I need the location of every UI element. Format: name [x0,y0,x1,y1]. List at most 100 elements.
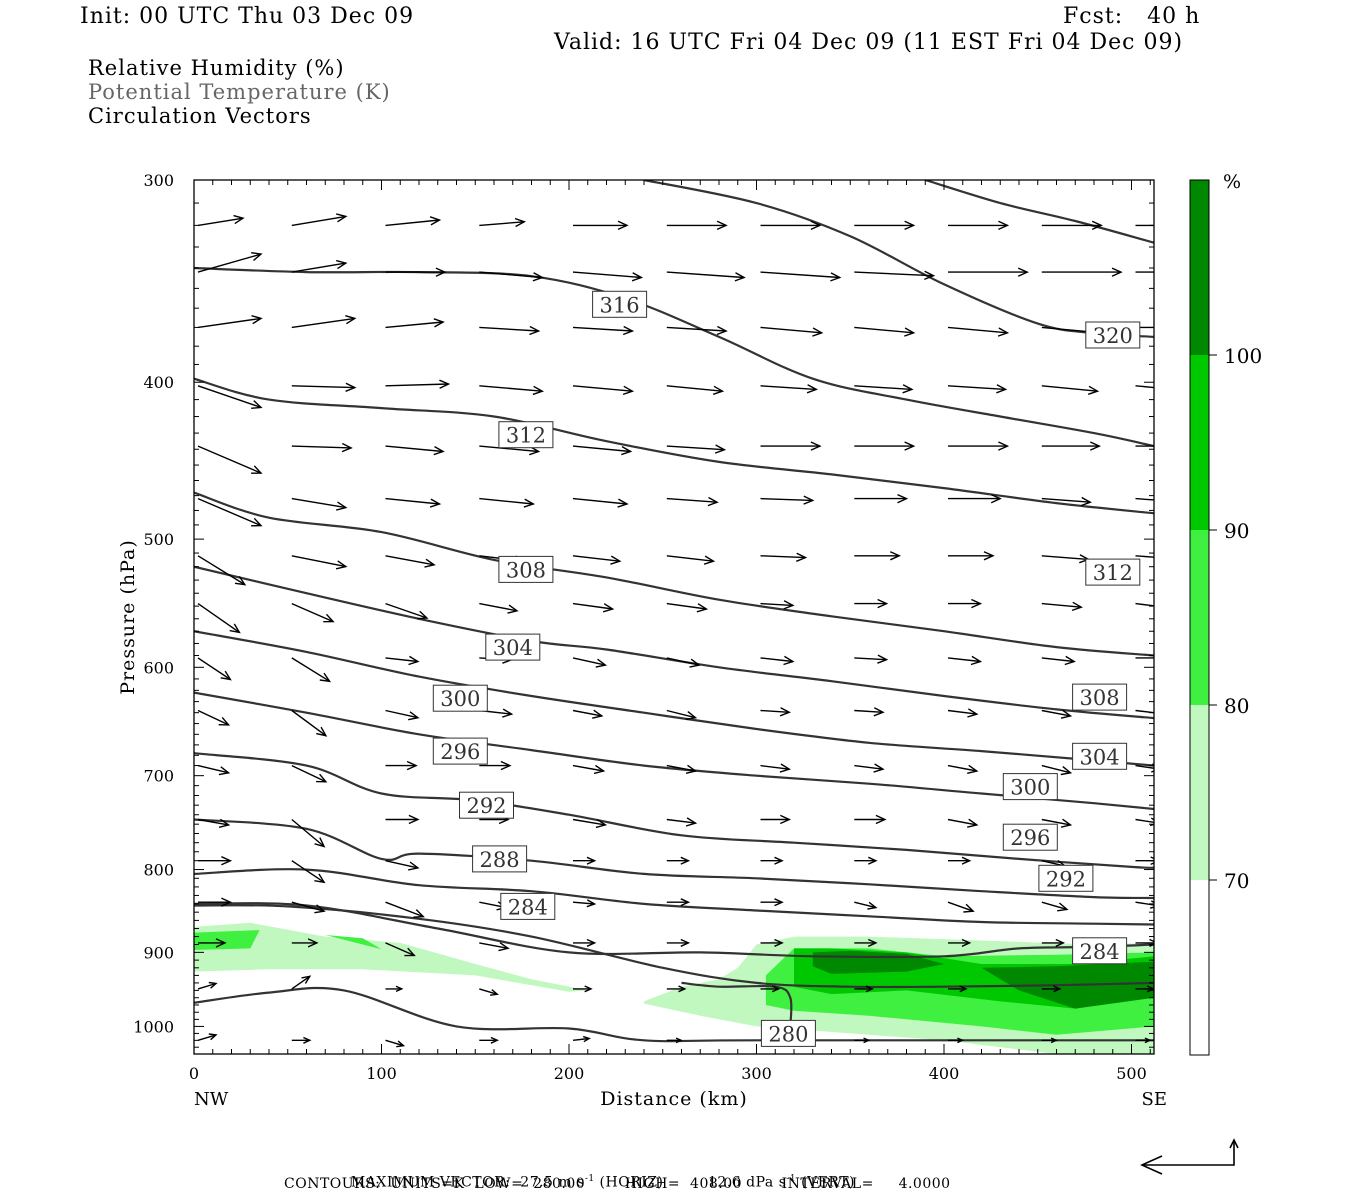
vector-shaft [572,818,606,826]
vector-shaft [385,709,419,719]
circulation-vector [573,938,597,947]
max-vector-text-end: (VERT) [796,1174,856,1191]
contour-label-text: 296 [440,740,480,764]
vector-head [890,551,902,561]
circulation-vector [573,985,593,993]
circulation-vector [572,1035,591,1043]
vector-shaft [1041,385,1098,392]
vector-head [621,445,633,456]
circulation-vector [198,897,233,907]
vector-shaft [760,657,793,663]
circulation-vector [291,497,348,511]
circulation-vector [947,384,1008,394]
vector-shaft [760,764,790,770]
vector-head [685,764,698,774]
vector-head [796,552,808,562]
vector-shaft [666,818,696,824]
vector-head [877,654,889,664]
vector-shaft [666,657,700,666]
circulation-vector [854,654,889,664]
contour-label-text: 320 [1093,324,1133,348]
circulation-vector [291,818,326,848]
circulation-vector [573,220,629,231]
vector-head [803,495,815,505]
contour-label-box [459,791,514,819]
circulation-vector [291,602,335,623]
theta-contour-280 [194,986,1154,1043]
vector-shaft [572,1037,590,1041]
vector-shaft [1135,901,1154,906]
contour-label-text: 288 [480,848,520,872]
circulation-vector [479,445,541,456]
circulation-vector [479,217,527,228]
y-tick-label: 500 [143,530,174,549]
circulation-vector [760,495,815,505]
vector-shaft [385,219,440,227]
circulation-vector [291,938,319,948]
circulation-vector [291,315,357,329]
circulation-vector [1041,818,1073,828]
circulation-vector [947,818,979,828]
vector-head [716,325,728,336]
circulation-vector [948,598,983,609]
vector-head [1080,496,1092,507]
circulation-vector [1135,445,1154,447]
vector-shaft [291,445,352,449]
vector-head [345,315,357,325]
contour-label-text: 292 [466,794,506,818]
contour-label-300: 300 [432,684,488,712]
vector-shaft [854,271,934,277]
x-tick-label: 100 [366,1064,397,1083]
contour-label-288: 288 [472,845,528,873]
vector-shaft [854,709,884,713]
vector-shaft [572,602,613,610]
circulation-vector [197,981,218,990]
circulation-vector [479,385,545,396]
circulation-vector [1041,554,1091,564]
circulation-vector [854,220,916,231]
vector-head [1071,601,1083,612]
circulation-vector [291,442,353,453]
vector-shaft [666,602,707,610]
vector-head [1157,709,1166,717]
contour-info: CONTOURS: UNITS=K LOW= 280.00 HIGH= 408.… [284,1176,951,1192]
forecast-hour: Fcst: 40 h [1063,4,1201,29]
vector-head [303,1036,312,1044]
circulation-vector [572,445,633,456]
vector-head [696,603,709,613]
vector-head [408,711,420,721]
vector-shaft [1041,709,1071,717]
theta-contour-312 [194,377,1154,515]
circulation-vector [666,496,719,507]
theta-contour-316 [194,266,1154,448]
vector-head [498,942,510,952]
contour-label-text: 300 [440,687,480,711]
contour-label-308: 308 [498,555,554,583]
circulation-vector [760,856,784,865]
axis-ticks: 0 100 200 300 400 500 300 400 500 600 700 800 900 100… [133,171,1154,1083]
vector-shaft [666,326,727,332]
circulation-vector [854,441,916,451]
circulation-vector [1135,763,1154,773]
vector-shaft [197,253,262,273]
vector-head [780,814,792,825]
vector-head [1057,902,1069,912]
legend-circulation-vectors: Circulation Vectors [88,104,312,128]
circulation-vector [1135,856,1154,866]
vector-head [904,327,916,337]
vector-head [830,272,842,282]
circulation-vector [1135,385,1154,389]
vector-shaft [666,271,745,279]
circulation-vector [1135,555,1154,558]
vector-head [314,904,326,914]
contour-label-box [1072,742,1128,770]
vector-shaft [947,764,977,772]
vector-head [970,655,983,666]
vector-shaft [947,385,1006,391]
vector-head [586,856,597,865]
x-right-end-label: SE [1142,1089,1167,1110]
vector-shaft [197,603,240,633]
circulation-vector [666,271,746,282]
circulation-vector [197,764,231,776]
vector-head [251,517,263,527]
